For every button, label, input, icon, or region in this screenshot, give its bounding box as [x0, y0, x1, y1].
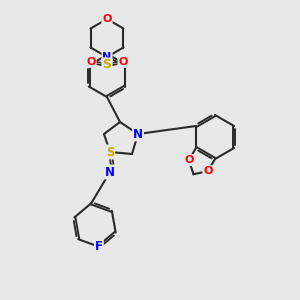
- Text: N: N: [102, 52, 112, 62]
- Text: O: O: [86, 57, 96, 67]
- Text: F: F: [95, 240, 103, 253]
- Text: S: S: [103, 58, 112, 71]
- Text: N: N: [133, 128, 143, 140]
- Text: O: O: [102, 14, 112, 24]
- Text: O: O: [203, 166, 213, 176]
- Text: O: O: [184, 155, 194, 165]
- Text: S: S: [106, 146, 114, 158]
- Text: O: O: [118, 57, 128, 67]
- Text: N: N: [105, 166, 115, 178]
